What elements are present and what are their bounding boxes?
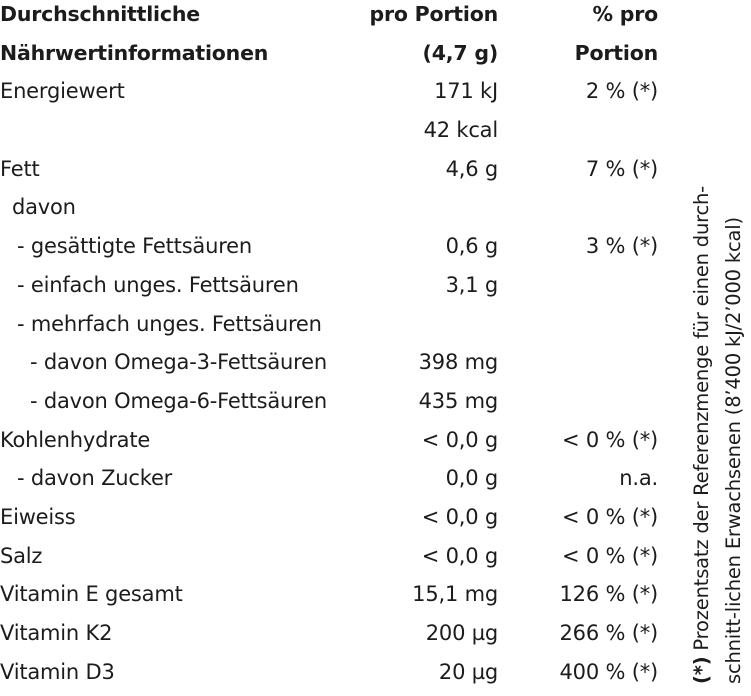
- footnote-text-line1: Prozentsatz der Referenzmenge für einen …: [690, 185, 713, 651]
- header-portion-line1: pro Portion: [369, 2, 498, 26]
- table-row: - mehrfach unges. Fettsäuren: [0, 310, 670, 349]
- row-portion: 171 kJ: [434, 79, 498, 104]
- header-pct-line2: Portion: [574, 40, 659, 65]
- row-pct: < 0 % (*): [561, 504, 658, 529]
- table-row: 42 kcal: [0, 116, 670, 155]
- row-pct: 3 % (*): [585, 234, 658, 259]
- table-row: Vitamin E gesamt 15,1 mg 126 % (*): [0, 580, 670, 619]
- row-label: Vitamin D3: [0, 659, 115, 684]
- table-row: - davon Omega-3-Fettsäuren 398 mg: [0, 348, 670, 387]
- table-row: Salz < 0,0 g < 0 % (*): [0, 542, 670, 581]
- table-row: - davon Omega-6-Fettsäuren 435 mg: [0, 387, 670, 426]
- row-portion: < 0,0 g: [421, 427, 498, 452]
- footnote-line2: schnitt-lichen Erwachsenen (8’400 kJ/2’0…: [722, 217, 745, 684]
- row-label: Vitamin E gesamt: [0, 582, 183, 607]
- footnote-star: (*): [690, 656, 713, 684]
- table-row: Energiewert 171 kJ 2 % (*): [0, 77, 670, 116]
- row-portion: 435 mg: [418, 388, 499, 413]
- reference-footnote: (*) Prozentsatz der Referenzmenge für ei…: [686, 74, 750, 684]
- row-portion: 0,6 g: [445, 234, 499, 259]
- row-portion: 0,0 g: [445, 466, 499, 491]
- row-label: Kohlenhydrate: [0, 427, 151, 452]
- header-label-line1: Durchschnittliche: [0, 2, 200, 26]
- row-portion: 15,1 mg: [412, 582, 498, 607]
- row-portion: 4,6 g: [445, 156, 499, 181]
- table-row: Vitamin D3 20 µg 400 % (*): [0, 658, 670, 696]
- row-portion: 20 µg: [438, 659, 498, 684]
- table-row: Kohlenhydrate < 0,0 g < 0 % (*): [0, 426, 670, 465]
- row-portion: 200 µg: [425, 621, 498, 645]
- row-pct: < 0 % (*): [561, 543, 658, 568]
- table-row: davon: [0, 193, 670, 232]
- row-pct: 400 % (*): [559, 659, 659, 684]
- row-portion: 42 kcal: [423, 118, 499, 143]
- row-label: davon: [12, 195, 76, 220]
- row-pct: 2 % (*): [585, 79, 658, 104]
- row-pct: n.a.: [619, 466, 658, 491]
- row-label: - davon Omega-3-Fettsäuren: [30, 350, 327, 375]
- row-pct: 126 % (*): [559, 582, 659, 607]
- table-header-row: Durchschnittliche pro Portion % pro: [0, 0, 670, 39]
- row-portion: < 0,0 g: [421, 504, 498, 529]
- header-portion-line2: (4,7 g): [422, 40, 499, 65]
- row-label: Salz: [0, 543, 43, 568]
- row-portion: 3,1 g: [445, 272, 499, 297]
- table-row: Vitamin K2 200 µg 266 % (*): [0, 619, 670, 658]
- row-pct: 266 % (*): [559, 621, 659, 645]
- row-portion: < 0,0 g: [421, 543, 498, 568]
- table-row: Eiweiss < 0,0 g < 0 % (*): [0, 503, 670, 542]
- row-label: - davon Omega-6-Fettsäuren: [30, 388, 327, 413]
- row-portion: 398 mg: [418, 350, 499, 375]
- row-label: - mehrfach unges. Fettsäuren: [17, 311, 322, 336]
- row-label: Energiewert: [0, 79, 125, 104]
- header-label-line2: Nährwertinformationen: [0, 40, 269, 65]
- row-label: - gesättigte Fettsäuren: [17, 234, 253, 259]
- header-pct-line1: % pro: [592, 2, 658, 26]
- row-pct: < 0 % (*): [561, 427, 658, 452]
- row-pct: 7 % (*): [585, 156, 658, 181]
- row-label: Vitamin K2: [0, 621, 113, 645]
- table-row: - davon Zucker 0,0 g n.a.: [0, 464, 670, 503]
- row-label: Eiweiss: [0, 504, 76, 529]
- row-label: Fett: [0, 156, 40, 181]
- nutrition-table: Durchschnittliche pro Portion % pro Nähr…: [0, 0, 670, 696]
- table-row: - gesättigte Fettsäuren 0,6 g 3 % (*): [0, 232, 670, 271]
- table-row: Fett 4,6 g 7 % (*): [0, 155, 670, 194]
- table-row: - einfach unges. Fettsäuren 3,1 g: [0, 271, 670, 310]
- row-label: - davon Zucker: [17, 466, 173, 491]
- row-label: - einfach unges. Fettsäuren: [17, 272, 299, 297]
- table-header-row: Nährwertinformationen (4,7 g) Portion: [0, 39, 670, 78]
- footnote-line1: (*) Prozentsatz der Referenzmenge für ei…: [686, 74, 718, 684]
